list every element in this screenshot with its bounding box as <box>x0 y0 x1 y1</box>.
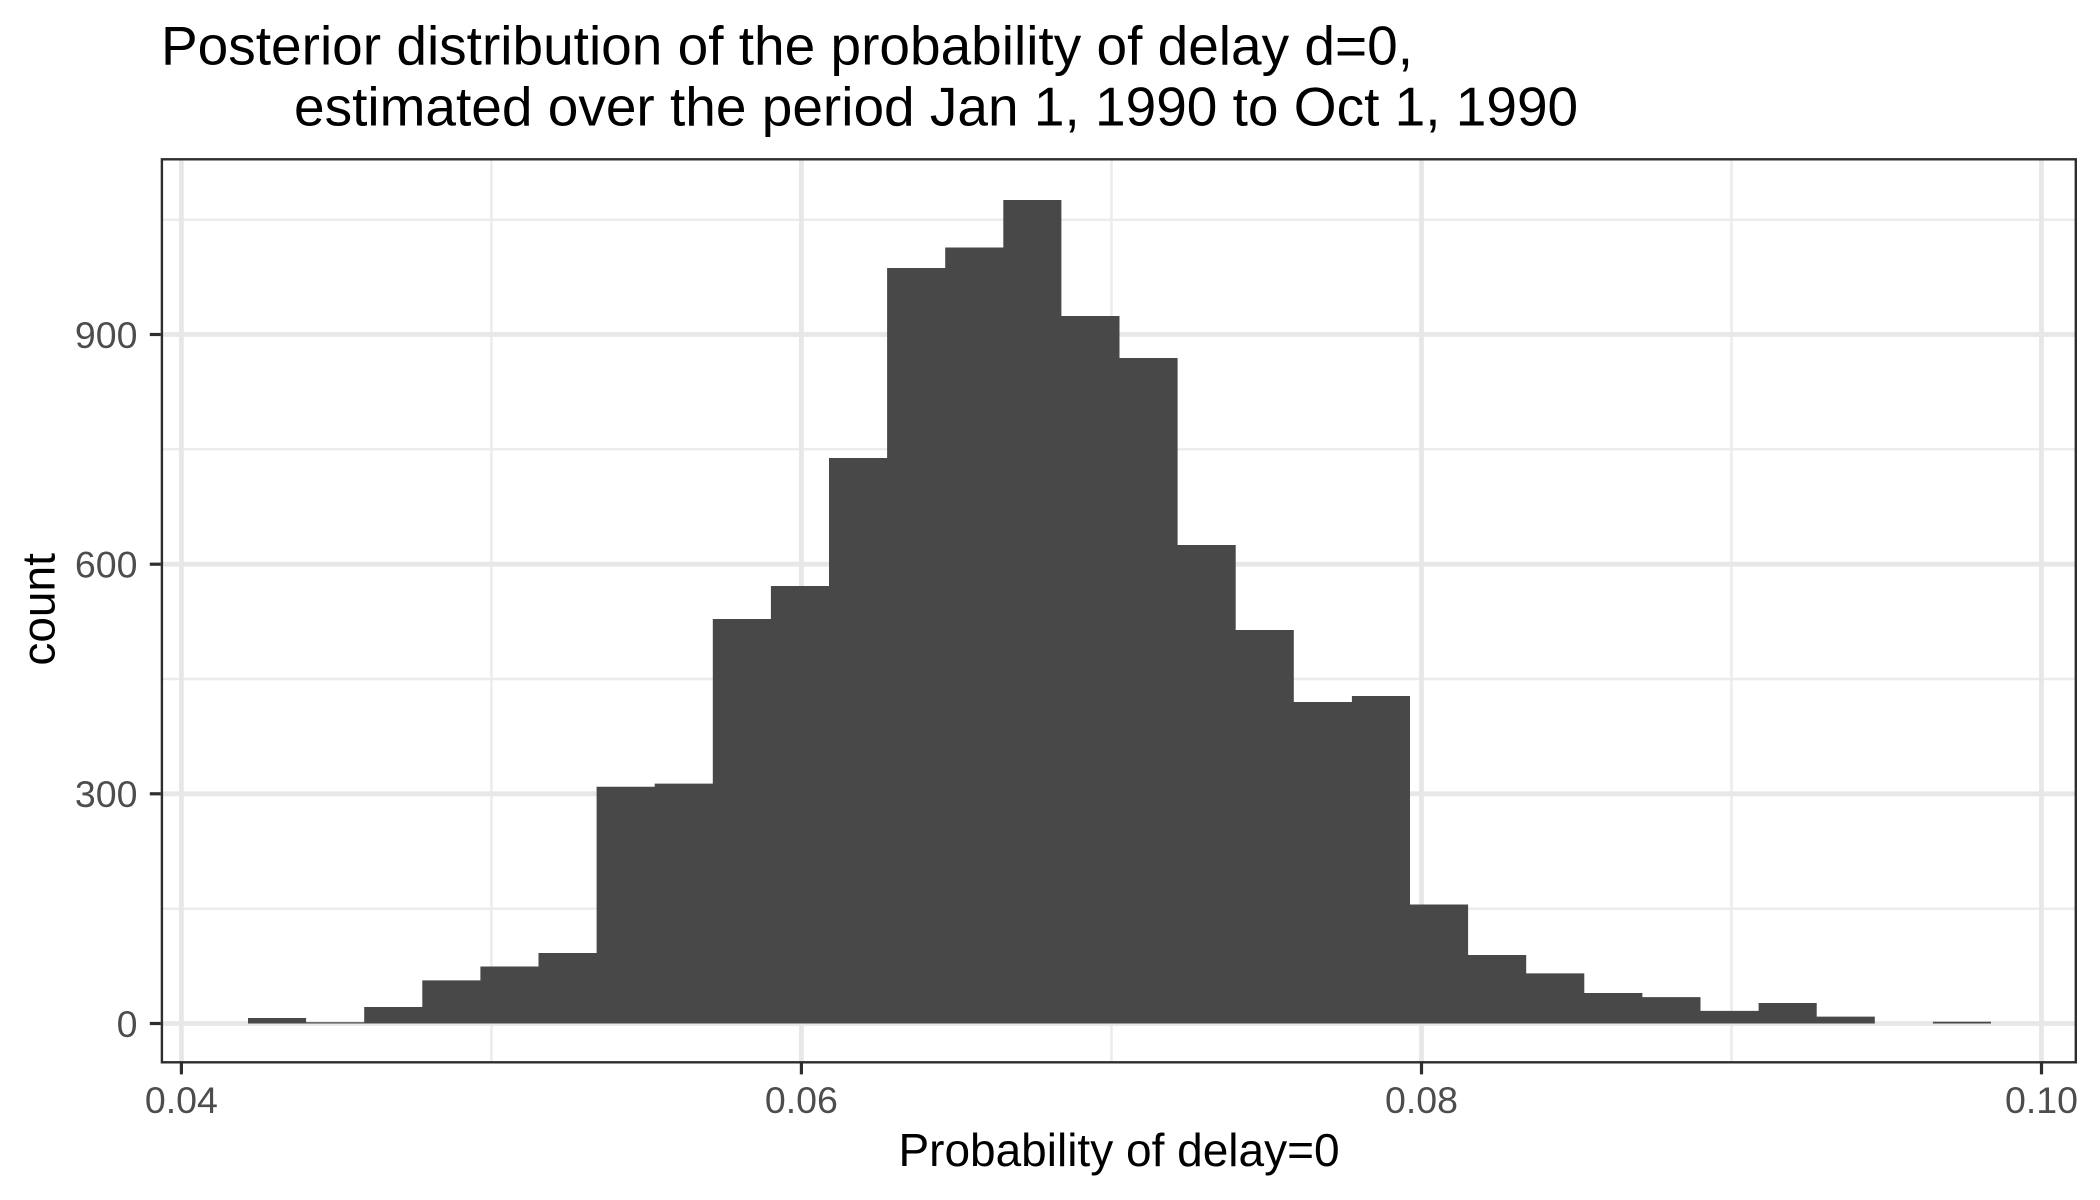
svg-text:estimated over the period Jan: estimated over the period Jan 1, 1990 to… <box>294 76 1578 138</box>
svg-text:count: count <box>13 553 65 666</box>
svg-text:0.10: 0.10 <box>2005 1079 2078 1121</box>
svg-text:900: 900 <box>75 314 138 356</box>
svg-text:0: 0 <box>117 1003 138 1045</box>
svg-text:0.08: 0.08 <box>1385 1079 1458 1121</box>
svg-text:0.06: 0.06 <box>765 1079 838 1121</box>
svg-text:0.04: 0.04 <box>145 1079 218 1121</box>
svg-text:300: 300 <box>75 773 138 815</box>
svg-text:Posterior distribution of the: Posterior distribution of the probabilit… <box>161 14 1413 76</box>
svg-text:Probability of delay=0: Probability of delay=0 <box>898 1124 1339 1176</box>
svg-text:600: 600 <box>75 544 138 586</box>
